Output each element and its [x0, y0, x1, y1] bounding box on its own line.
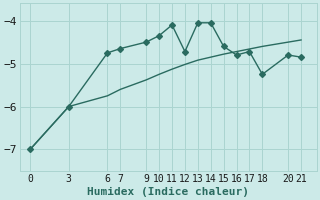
X-axis label: Humidex (Indice chaleur): Humidex (Indice chaleur) — [87, 186, 249, 197]
